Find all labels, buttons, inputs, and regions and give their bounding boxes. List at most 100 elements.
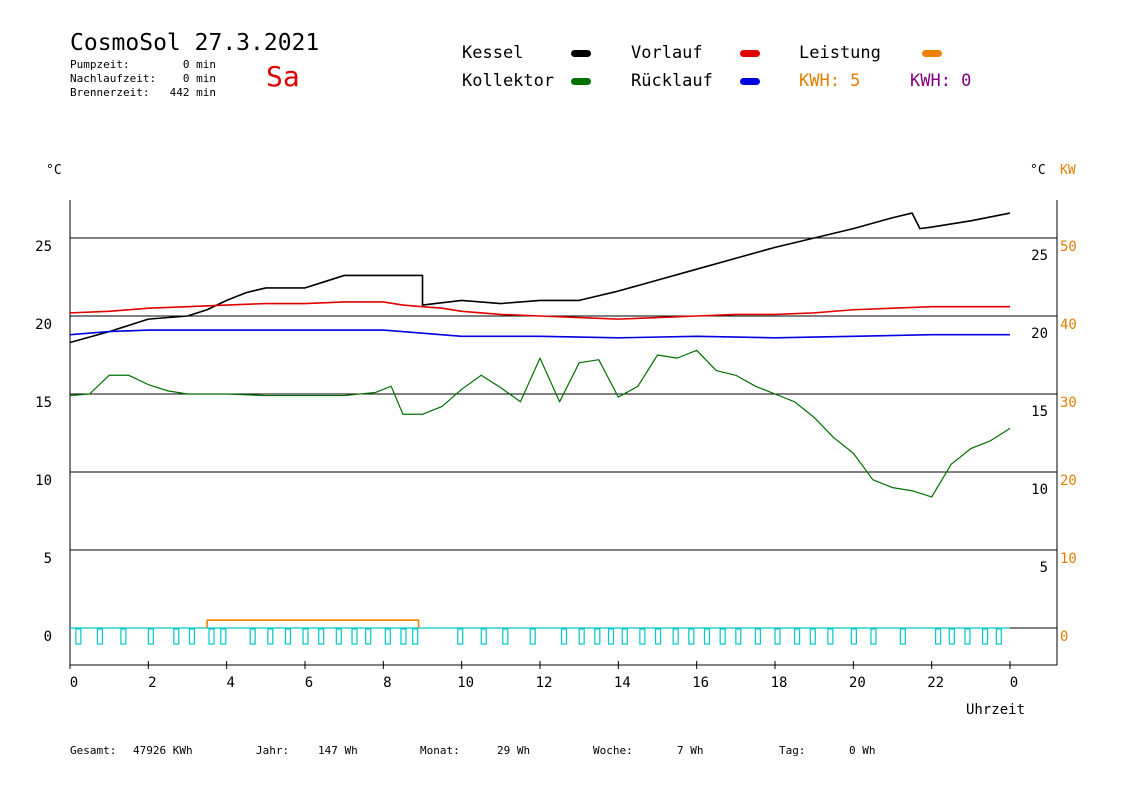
pump-pulse-9: [267, 628, 274, 645]
y-tick-right-temp-5: 5: [1040, 560, 1048, 576]
y-tick-left-0: 0: [44, 629, 52, 645]
legend-kwh-2: KWH: 0: [910, 71, 972, 91]
left-axis-unit: °C: [46, 163, 62, 178]
pump-pulse-13: [335, 628, 342, 645]
legend-kollektor-swatch: [571, 78, 591, 85]
x-tick-label-7: 14: [614, 675, 631, 691]
pump-pulse-40: [850, 628, 857, 645]
x-tick-label-6: 12: [536, 675, 553, 691]
pump-pulse-5: [188, 628, 196, 645]
stat-value-nachlaufzeit: 0 min: [182, 72, 216, 85]
series-line-4: [206, 619, 420, 628]
footer-woche-label: Woche:: [593, 744, 633, 757]
pump-pulse-44: [948, 628, 955, 645]
pump-pulse-0: [75, 628, 82, 645]
y-tick-left-10: 10: [35, 473, 52, 489]
pump-pulse-28: [639, 628, 646, 645]
legend-ruecklauf-swatch: [740, 78, 760, 85]
pump-pulse-23: [560, 628, 568, 645]
pump-pulse-19: [457, 628, 464, 645]
pump-pulse-33: [719, 628, 726, 645]
y-tick-right-kw-50: 50: [1060, 239, 1077, 255]
chart-title: CosmoSol 27.3.2021: [70, 30, 320, 56]
pump-pulse-15: [365, 628, 372, 645]
y-tick-right-kw-10: 10: [1060, 551, 1077, 567]
pump-pulse-4: [173, 628, 180, 645]
x-tick-label-11: 22: [927, 675, 944, 691]
legend-leistung-swatch: [922, 50, 942, 57]
y-tick-right-temp-25: 25: [1031, 248, 1048, 264]
x-tick-label-9: 18: [771, 675, 788, 691]
pump-pulse-2: [120, 628, 127, 645]
pump-pulse-27: [621, 628, 628, 645]
y-tick-right-kw-40: 40: [1060, 317, 1077, 333]
pump-pulse-11: [302, 628, 309, 645]
x-tick-label-10: 20: [849, 675, 866, 691]
series-line-0: [69, 212, 1011, 344]
pump-pulse-8: [249, 628, 256, 645]
pump-pulse-17: [400, 628, 407, 645]
y-tick-right-kw-30: 30: [1060, 395, 1077, 411]
day-label: Sa: [266, 60, 300, 93]
footer-tag-value: 0 Wh: [849, 744, 876, 757]
stat-label-brennerzeit: Brennerzeit:: [70, 86, 150, 99]
legend-kollektor-label: Kollektor: [462, 71, 555, 91]
x-axis-label: Uhrzeit: [966, 702, 1026, 718]
pump-pulse-30: [672, 628, 679, 645]
x-tick-label-2: 4: [226, 675, 234, 691]
y-tick-right-temp-20: 20: [1031, 326, 1048, 342]
legend-leistung-label: Leistung: [799, 43, 881, 63]
pump-pulse-31: [688, 628, 695, 645]
legend-vorlauf-label: Vorlauf: [631, 43, 703, 63]
pump-pulse-37: [793, 628, 801, 645]
pump-pulse-47: [995, 628, 1002, 645]
pump-pulse-41: [870, 628, 877, 645]
right-axis-unit-kw: KW: [1060, 163, 1076, 178]
series-line-2: [69, 329, 1010, 339]
pump-pulse-18: [412, 628, 419, 645]
pump-pulse-36: [774, 628, 781, 645]
pump-pulse-12: [318, 628, 325, 645]
x-tick-label-0: 0: [70, 675, 78, 691]
y-tick-left-5: 5: [44, 551, 52, 567]
pump-pulse-21: [502, 628, 509, 645]
stat-value-pumpzeit: 0 min: [182, 58, 216, 71]
pump-pulse-32: [703, 628, 711, 645]
pump-pulse-3: [147, 628, 154, 645]
pump-pulse-43: [934, 628, 942, 645]
pump-pulse-6: [208, 628, 215, 645]
y-tick-right-kw-0: 0: [1060, 629, 1068, 645]
pump-pulse-39: [827, 628, 834, 645]
pump-pulse-20: [480, 628, 487, 645]
pump-pulse-14: [351, 628, 358, 645]
pump-pulse-42: [899, 628, 906, 645]
pump-pulse-46: [981, 628, 989, 645]
series-line-3: [69, 349, 1011, 498]
pump-pulse-24: [578, 628, 585, 645]
pump-pulse-35: [754, 628, 762, 645]
stat-label-nachlaufzeit: Nachlaufzeit:: [70, 72, 157, 85]
right-axis-unit-temp: °C: [1030, 163, 1046, 178]
pump-pulse-1: [96, 628, 104, 645]
stat-label-pumpzeit: Pumpzeit:: [70, 58, 130, 71]
pump-pulse-7: [220, 628, 227, 645]
y-tick-left-25: 25: [35, 239, 52, 255]
legend-kessel-label: Kessel: [462, 43, 524, 63]
legend-vorlauf-swatch: [740, 50, 760, 57]
y-tick-right-temp-15: 15: [1031, 404, 1048, 420]
pump-pulse-25: [594, 628, 601, 645]
footer-jahr-value: 147 Wh: [318, 744, 358, 757]
pump-pulse-38: [809, 628, 816, 645]
footer-woche-value: 7 Wh: [677, 744, 704, 757]
x-tick-label-3: 6: [305, 675, 313, 691]
stat-value-brennerzeit: 442 min: [169, 86, 216, 99]
pump-pulse-10: [284, 628, 292, 645]
x-tick-label-8: 16: [692, 675, 709, 691]
y-tick-left-15: 15: [35, 395, 52, 411]
footer-gesamt-label: Gesamt:: [70, 744, 117, 757]
series-line-1: [69, 301, 1010, 320]
legend-ruecklauf-label: Rücklauf: [631, 71, 713, 91]
pump-pulse-29: [654, 628, 662, 645]
footer-monat-label: Monat:: [420, 744, 460, 757]
